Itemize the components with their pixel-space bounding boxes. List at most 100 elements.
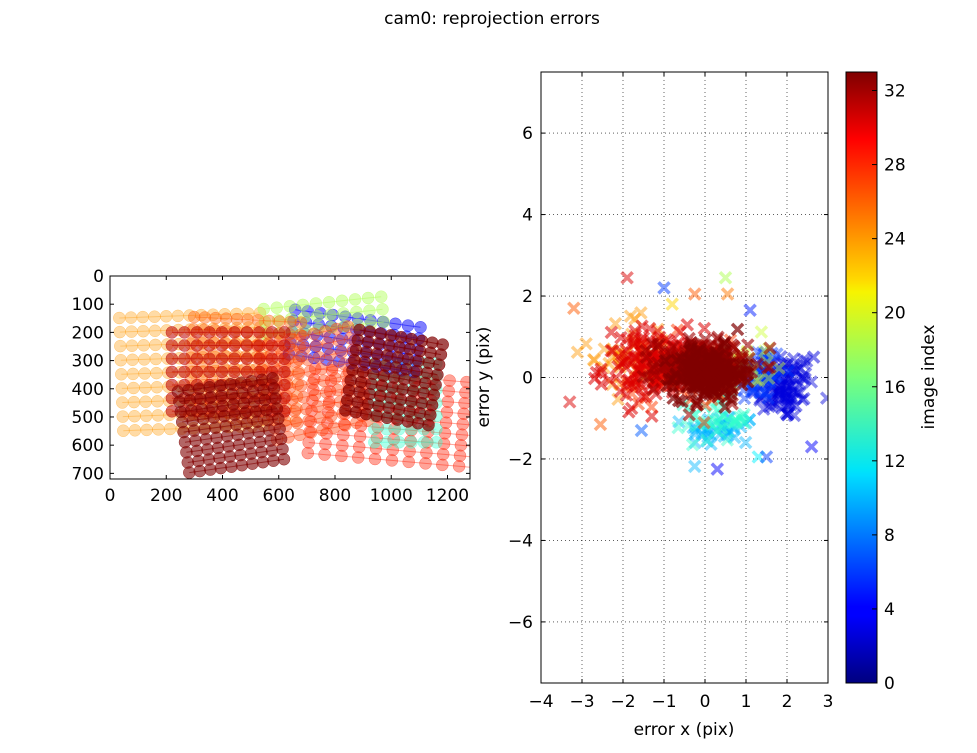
image-point bbox=[230, 312, 244, 326]
image-point bbox=[508, 412, 520, 424]
error-point bbox=[622, 373, 636, 387]
error-point bbox=[771, 393, 785, 407]
error-point bbox=[779, 378, 793, 392]
image-point bbox=[294, 316, 308, 329]
error-point bbox=[741, 338, 755, 352]
error-point bbox=[701, 430, 715, 444]
error-point bbox=[757, 402, 771, 416]
image-point bbox=[439, 416, 453, 429]
error-point bbox=[782, 371, 797, 385]
image-point bbox=[437, 437, 451, 451]
error-point bbox=[790, 386, 805, 401]
image-point bbox=[193, 464, 207, 478]
error-point bbox=[742, 413, 757, 427]
error-point bbox=[728, 413, 743, 428]
x-tick-label: −3 bbox=[569, 692, 594, 712]
error-point bbox=[715, 417, 729, 431]
error-point bbox=[724, 380, 738, 394]
image-point bbox=[128, 424, 142, 437]
image-point bbox=[190, 326, 204, 339]
image-point bbox=[420, 446, 433, 460]
image-point bbox=[289, 355, 303, 369]
colorbar-tick-label: 32 bbox=[884, 82, 906, 102]
error-point bbox=[604, 325, 619, 340]
y-tick-label: 2 bbox=[522, 287, 533, 307]
x-tick-label: 3 bbox=[823, 692, 834, 712]
image-point bbox=[322, 295, 336, 309]
image-point bbox=[332, 334, 346, 347]
image-point bbox=[126, 353, 139, 367]
image-point bbox=[430, 436, 443, 449]
image-point bbox=[302, 414, 315, 427]
image-point bbox=[472, 441, 484, 453]
image-point bbox=[137, 353, 151, 366]
image-point bbox=[308, 388, 322, 402]
error-point bbox=[799, 354, 814, 368]
error-point bbox=[771, 385, 786, 400]
error-point bbox=[755, 379, 770, 393]
image-point bbox=[392, 436, 406, 449]
error-point bbox=[697, 321, 712, 336]
image-points-frame bbox=[109, 275, 471, 480]
error-point bbox=[766, 385, 781, 399]
error-point bbox=[787, 358, 801, 372]
error-point bbox=[737, 416, 752, 430]
image-point bbox=[473, 430, 485, 442]
y-tick-label: 700 bbox=[72, 464, 104, 484]
error-point bbox=[740, 363, 755, 377]
image-point bbox=[159, 310, 173, 323]
error-point bbox=[778, 385, 792, 399]
error-point bbox=[620, 270, 634, 285]
error-point bbox=[702, 345, 716, 360]
colorbar-tick-label: 20 bbox=[884, 304, 906, 324]
image-point bbox=[441, 395, 455, 408]
error-point bbox=[793, 386, 807, 400]
error-point bbox=[688, 427, 702, 441]
error-point bbox=[757, 376, 771, 391]
image-point bbox=[337, 307, 350, 320]
image-point bbox=[306, 376, 319, 390]
colorbar-tick-label: 28 bbox=[884, 156, 906, 176]
colorbar-tick-label: 16 bbox=[884, 378, 906, 398]
image-point bbox=[320, 386, 333, 399]
image-point bbox=[506, 433, 518, 445]
image-point bbox=[421, 436, 434, 449]
image-points-axes: 0 200 400 600 800 1000 1200 0 100 200 300 400 500 600… bbox=[72, 267, 520, 506]
error-y-label: error y (pix) bbox=[474, 327, 494, 428]
image-point bbox=[228, 339, 241, 352]
image-point bbox=[251, 314, 265, 327]
image-point bbox=[298, 341, 312, 355]
error-point bbox=[760, 373, 774, 387]
error-point bbox=[756, 370, 770, 385]
image-point bbox=[325, 364, 339, 377]
image-point bbox=[442, 384, 455, 398]
image-point bbox=[139, 395, 152, 408]
error-point bbox=[709, 357, 724, 372]
error-point bbox=[780, 370, 795, 385]
image-point bbox=[401, 319, 415, 332]
error-point bbox=[738, 435, 753, 450]
error-point bbox=[781, 368, 795, 383]
error-point bbox=[672, 415, 686, 429]
error-point bbox=[754, 325, 769, 339]
image-point bbox=[325, 409, 338, 423]
image-point bbox=[419, 457, 432, 470]
error-point bbox=[773, 380, 787, 394]
error-point bbox=[755, 390, 769, 404]
x-tick-label: 0 bbox=[700, 692, 711, 712]
error-point bbox=[773, 384, 787, 399]
grid-row-line bbox=[261, 349, 354, 370]
image-point bbox=[312, 322, 325, 336]
image-point bbox=[311, 400, 324, 413]
error-point bbox=[766, 396, 780, 410]
image-point bbox=[149, 352, 163, 366]
error-cluster bbox=[672, 410, 757, 474]
image-point bbox=[115, 382, 129, 395]
image-point bbox=[126, 367, 140, 381]
error-point bbox=[780, 380, 795, 394]
error-ticks: −4 −3 −2 −1 0 1 2 3 −6 −4 −2 0 2 4 6 bbox=[508, 72, 833, 712]
error-point bbox=[736, 409, 750, 424]
error-point bbox=[806, 350, 821, 364]
image-point bbox=[376, 303, 389, 316]
error-point bbox=[761, 391, 775, 405]
